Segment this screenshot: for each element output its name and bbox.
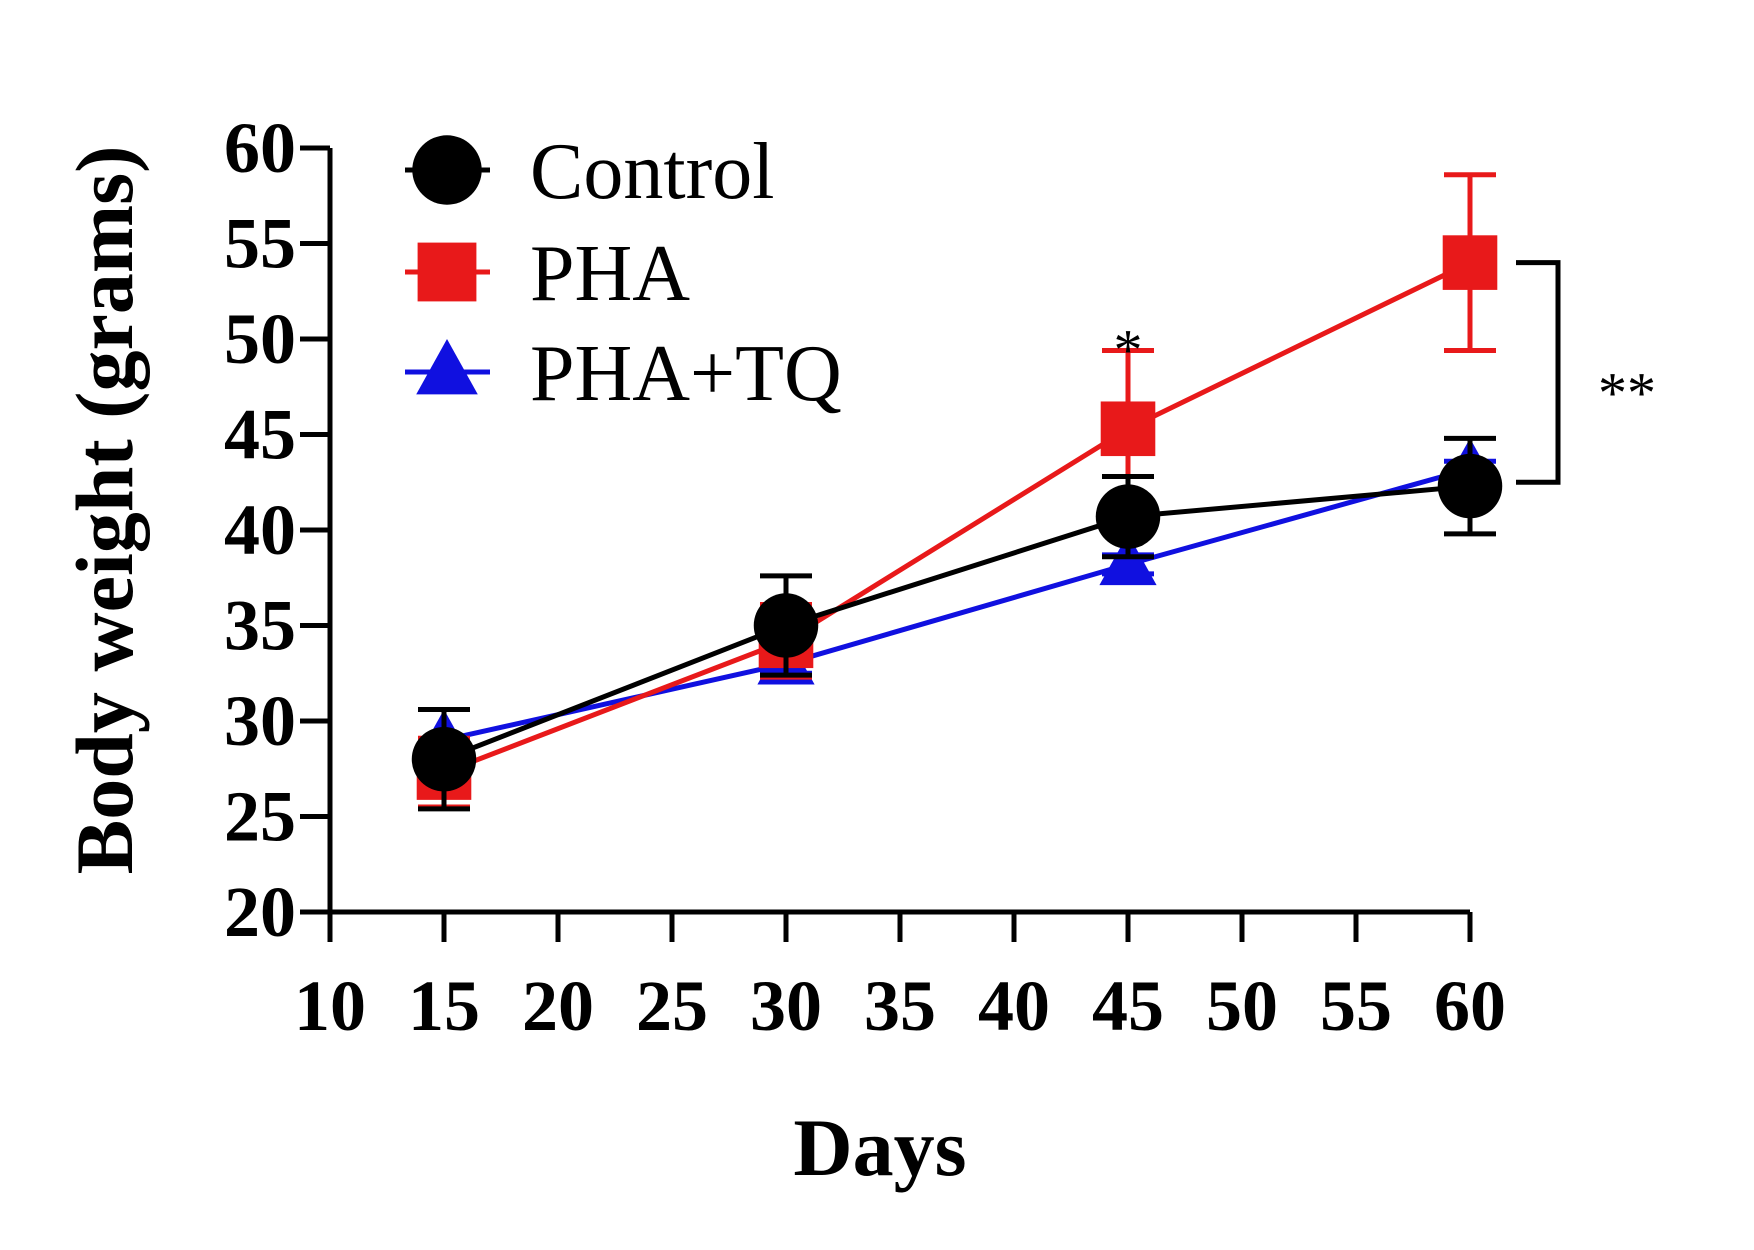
y-tick-label: 55 [224, 204, 296, 284]
x-tick-label: 40 [978, 966, 1050, 1046]
series-layer [411, 172, 1503, 812]
x-tick-label: 55 [1320, 966, 1392, 1046]
legend-marker [417, 242, 477, 302]
legend-item-pha: PHA [405, 230, 690, 318]
series-control [411, 435, 1503, 812]
data-point [1100, 401, 1156, 457]
data-point [753, 593, 819, 658]
y-tick-label: 45 [224, 395, 296, 475]
series-pha-tq [415, 438, 1499, 761]
legend-item-control: Control [405, 128, 774, 216]
y-tick-label: 30 [224, 681, 296, 761]
y-axis-title: Body weight (grams) [59, 146, 150, 875]
x-axis-title: Days [793, 1102, 966, 1193]
legend: Control PHA PHA+TQ [405, 128, 842, 418]
y-tick-label: 35 [224, 586, 296, 666]
legend-marker [412, 135, 482, 205]
axes: 20 25 30 35 40 45 50 55 60 10 15 20 25 30 35 40 45 50 55 60 [224, 108, 1506, 1046]
x-tick-label: 35 [864, 966, 936, 1046]
data-point [1099, 533, 1157, 586]
legend-label: Control [530, 128, 774, 216]
significance-star: * [1114, 317, 1143, 382]
y-tick-label: 40 [224, 490, 296, 570]
x-tick-label: 45 [1092, 966, 1164, 1046]
data-point [411, 726, 477, 792]
y-tick-label: 50 [224, 299, 296, 379]
data-point [1442, 235, 1498, 290]
significance-bracket [1516, 260, 1561, 485]
x-tick-label: 50 [1206, 966, 1278, 1046]
x-tick-label: 30 [750, 966, 822, 1046]
annotations: *** [1114, 260, 1656, 485]
x-tick-label: 25 [636, 966, 708, 1046]
y-tick-label: 20 [224, 872, 296, 952]
y-tick-label: 25 [224, 777, 296, 857]
data-point [1437, 453, 1503, 519]
x-tick-label: 60 [1434, 966, 1506, 1046]
x-tick-label: 15 [408, 966, 480, 1046]
data-point [1095, 484, 1161, 549]
series-line [443, 466, 1471, 743]
series-line [443, 483, 1471, 762]
x-tick-label: 20 [522, 966, 594, 1046]
x-tick-label: 10 [294, 966, 366, 1046]
y-tick-label: 60 [224, 108, 296, 188]
legend-label: PHA+TQ [530, 330, 842, 418]
legend-item-pha-tq: PHA+TQ [405, 330, 842, 418]
legend-label: PHA [530, 230, 690, 318]
legend-marker [416, 339, 478, 395]
significance-double-star: ** [1598, 360, 1656, 425]
series-line [443, 260, 1472, 775]
